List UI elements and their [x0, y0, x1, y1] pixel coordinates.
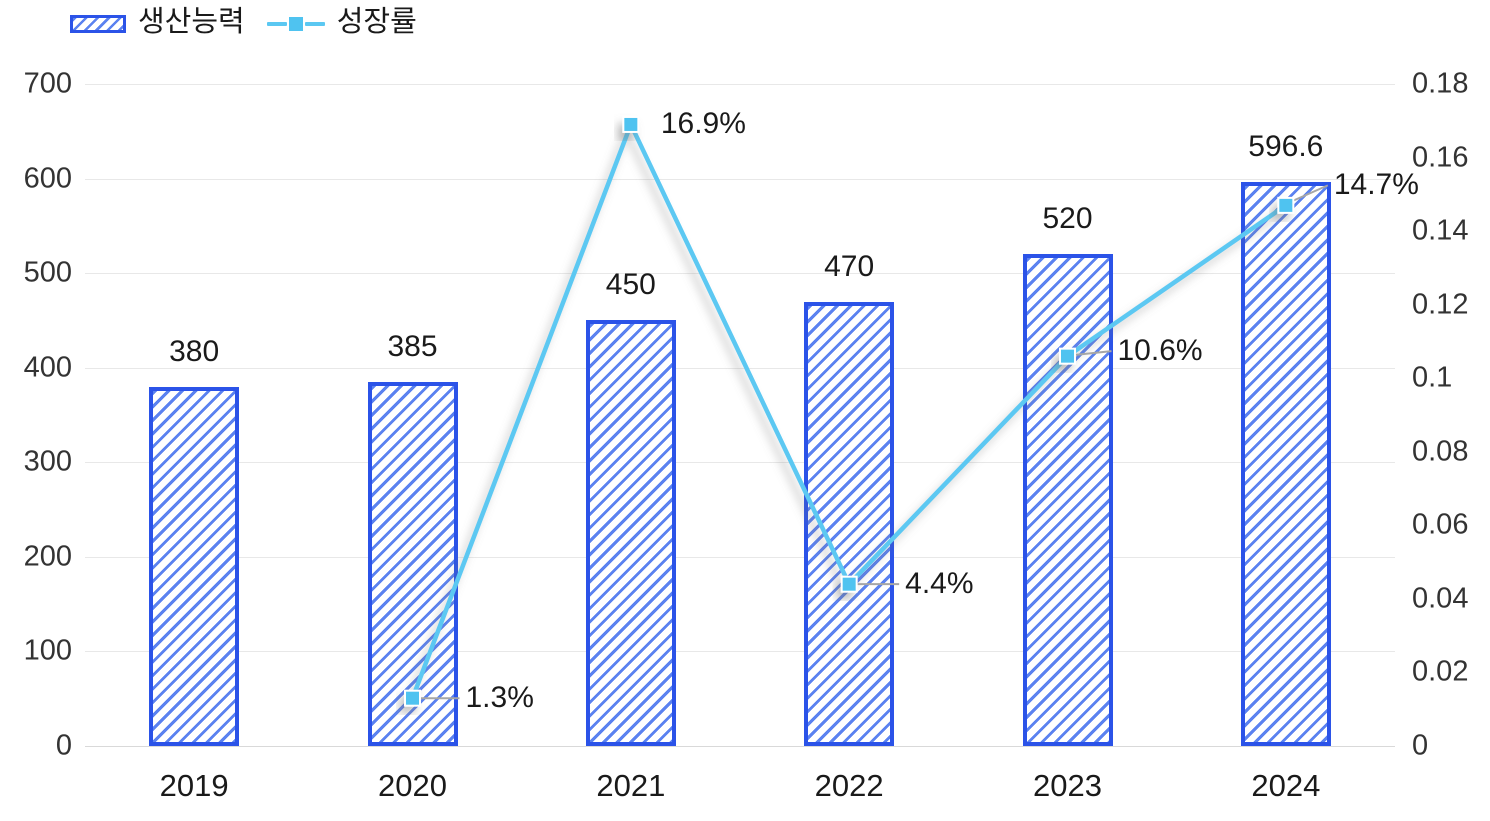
bar-2024	[1240, 181, 1331, 746]
line-value-label: 14.7%	[1333, 168, 1419, 202]
bar-value-label: 450	[605, 268, 656, 302]
bar-value-label: 520	[1042, 202, 1093, 236]
gridline	[85, 651, 1395, 653]
legend-line-label: 성장률	[336, 6, 417, 38]
bar-2019	[149, 386, 240, 746]
line-value-label: 16.9%	[660, 107, 746, 141]
y-axis-right-tick: 0.04	[1412, 582, 1469, 615]
gridline	[85, 556, 1395, 558]
y-axis-right-tick: 0.02	[1412, 655, 1469, 688]
gridline	[85, 462, 1395, 464]
gridline	[85, 178, 1395, 180]
bar-value-label: 470	[824, 249, 875, 283]
x-axis-category-label: 2020	[378, 768, 447, 803]
bar-series-swatch-icon	[70, 14, 126, 33]
legend-item-bar-series: 생산능력	[70, 8, 245, 39]
y-axis-right-tick: 0.16	[1412, 141, 1469, 174]
x-axis-category-label: 2023	[1033, 768, 1102, 803]
legend-item-line-series: 성장률	[266, 6, 417, 39]
gridline	[85, 273, 1395, 275]
y-axis-left-tick: 300	[23, 445, 72, 478]
x-axis-category-label: 2022	[814, 768, 884, 803]
chart-legend: 생산능력 성장률	[70, 8, 417, 39]
x-axis-category-label: 2019	[159, 768, 229, 803]
legend-bar-label: 생산능력	[138, 6, 245, 38]
bar-value-label: 380	[169, 334, 220, 368]
line-value-label: 4.4%	[905, 567, 974, 601]
line-marker-2021	[622, 115, 640, 133]
bar-2022	[804, 301, 895, 746]
y-axis-left-tick: 200	[23, 540, 72, 573]
y-axis-left-tick: 100	[23, 634, 72, 667]
line-value-label: 1.3%	[465, 681, 534, 715]
y-axis-right-tick: 0.12	[1412, 288, 1469, 321]
y-axis-left-tick: 600	[23, 162, 72, 195]
bar-2023	[1022, 254, 1113, 746]
y-axis-right-tick: 0	[1412, 729, 1429, 762]
y-axis-left-tick: 500	[23, 256, 72, 289]
y-axis-right-tick: 0.18	[1412, 67, 1469, 100]
y-axis-left-tick: 0	[55, 729, 72, 762]
gridline	[85, 84, 1395, 85]
bar-2021	[585, 320, 676, 746]
x-axis-category-label: 2024	[1251, 768, 1321, 803]
y-axis-right-tick: 0.06	[1412, 508, 1469, 541]
x-axis-category-label: 2021	[596, 768, 666, 803]
line-series-marker-icon	[266, 15, 325, 33]
y-axis-right-tick: 0.14	[1412, 214, 1469, 247]
y-axis-left-tick: 400	[23, 351, 72, 384]
bar-value-label: 385	[387, 329, 438, 363]
y-axis-right-tick: 0.08	[1412, 435, 1469, 468]
bar-2020	[367, 381, 458, 746]
line-value-label: 10.6%	[1117, 334, 1203, 368]
y-axis-left-tick: 700	[23, 67, 72, 100]
x-axis-line	[85, 746, 1395, 747]
y-axis-right-tick: 0.1	[1412, 361, 1453, 394]
bar-value-label: 596.6	[1248, 129, 1324, 163]
